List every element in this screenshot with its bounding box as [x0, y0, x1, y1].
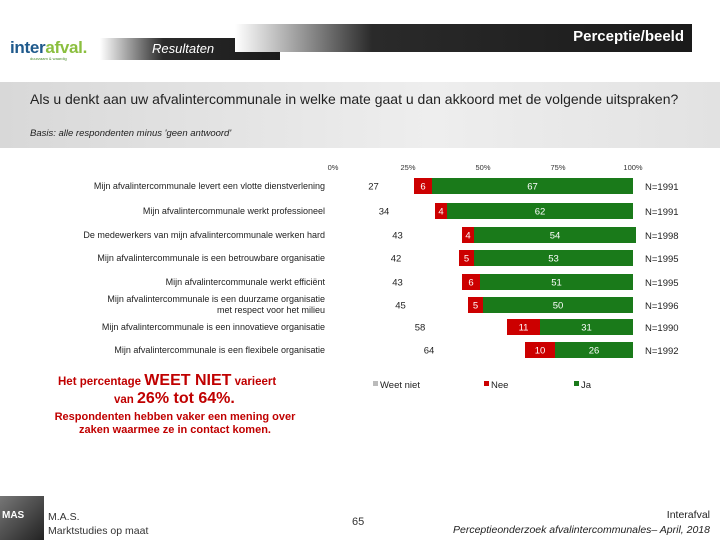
category-label: Mijn afvalintercommunale is een innovati…	[102, 322, 325, 332]
category-label: Mijn afvalintercommunale is een betrouwb…	[97, 253, 325, 263]
bar-weet-niet	[333, 203, 435, 219]
logo-tagline: duurzaam & waardig	[30, 56, 67, 61]
bar-value-label: 5	[464, 254, 469, 265]
bar-value-label: 27	[368, 182, 379, 193]
bar-value-label: 62	[535, 207, 546, 218]
bar-value-label: 42	[391, 254, 402, 265]
logo: interafval.	[10, 38, 88, 57]
category-label: met respect voor het milieu	[217, 305, 325, 315]
question-box	[0, 82, 720, 148]
bar-value-label: 31	[581, 323, 592, 334]
bar-ja	[474, 250, 633, 266]
n-label: N=1991	[645, 207, 679, 218]
bar-nee	[459, 250, 474, 266]
n-label: N=1995	[645, 254, 679, 265]
category-label: Mijn afvalintercommunale is een duurzame…	[107, 294, 325, 304]
bar-value-label: 54	[550, 231, 561, 242]
x-tick-label: 50%	[475, 163, 490, 172]
bar-value-label: 51	[551, 278, 562, 289]
bar-nee	[462, 274, 480, 290]
page-title: Perceptie/beeld	[573, 28, 684, 45]
bar-value-label: 5	[473, 301, 478, 312]
bar-weet-niet	[333, 342, 525, 358]
x-tick-label: 25%	[400, 163, 415, 172]
category-label: Mijn afvalintercommunale werkt efficiënt	[166, 277, 326, 287]
n-label: N=1996	[645, 301, 679, 312]
category-label: Mijn afvalintercommunale is een flexibel…	[114, 345, 325, 355]
bar-nee	[414, 178, 432, 194]
bar-value-label: 53	[548, 254, 559, 265]
category-label: Mijn afvalintercommunale werkt professio…	[143, 206, 325, 216]
bar-value-label: 64	[424, 346, 435, 357]
mas-logo-image: MAS	[0, 496, 44, 540]
note-weet-niet: Het percentage WEET NIET varieert van 26…	[58, 372, 277, 407]
bar-ja	[480, 274, 633, 290]
bar-ja	[540, 319, 633, 335]
bar-value-label: 50	[553, 301, 564, 312]
legend-label: Weet niet	[380, 380, 420, 391]
bar-nee	[525, 342, 555, 358]
page-number: 65	[352, 516, 365, 528]
footer-source: Interafval Perceptieonderzoek afvalinter…	[452, 509, 710, 536]
bar-ja	[474, 227, 636, 243]
bar-weet-niet	[333, 319, 507, 335]
legend-label: Nee	[491, 380, 508, 391]
bar-weet-niet	[333, 178, 414, 194]
bar-weet-niet	[333, 297, 468, 313]
bar-value-label: 4	[438, 207, 443, 218]
n-label: N=1995	[645, 278, 679, 289]
legend-label: Ja	[581, 380, 592, 391]
bar-value-label: 11	[519, 323, 529, 334]
bar-ja	[555, 342, 633, 358]
bar-value-label: 67	[527, 182, 538, 193]
category-label: De medewerkers van mijn afvalintercommun…	[83, 230, 325, 240]
bar-weet-niet	[333, 250, 459, 266]
bar-value-label: 6	[420, 182, 425, 193]
bar-nee	[462, 227, 474, 243]
bar-value-label: 58	[415, 323, 426, 334]
section-label: Resultaten	[152, 41, 215, 56]
bar-value-label: 43	[392, 231, 403, 242]
legend-swatch	[574, 381, 579, 386]
question-text: Als u denkt aan uw afvalintercommunale i…	[30, 91, 679, 107]
bar-value-label: 45	[395, 301, 406, 312]
n-label: N=1990	[645, 323, 679, 334]
title-band	[235, 24, 692, 52]
bar-value-label: 26	[589, 346, 600, 357]
x-tick-label: 100%	[623, 163, 643, 172]
bar-weet-niet	[333, 227, 462, 243]
mas-name: M.A.S. Marktstudies op maat	[48, 511, 149, 537]
bar-nee	[507, 319, 540, 335]
bar-ja	[432, 178, 633, 194]
note-contact: Respondenten hebben vaker een mening ove…	[54, 411, 296, 436]
legend-swatch	[484, 381, 489, 386]
n-label: N=1991	[645, 182, 679, 193]
legend-swatch	[373, 381, 378, 386]
bar-ja	[483, 297, 633, 313]
bar-nee	[435, 203, 447, 219]
n-label: N=1992	[645, 346, 679, 357]
n-label: N=1998	[645, 231, 679, 242]
bar-weet-niet	[333, 274, 462, 290]
bar-ja	[447, 203, 633, 219]
bar-value-label: 4	[465, 231, 470, 242]
bar-nee	[468, 297, 483, 313]
bar-value-label: 6	[468, 278, 473, 289]
bar-value-label: 10	[535, 346, 546, 357]
bar-value-label: 34	[379, 207, 390, 218]
x-tick-label: 75%	[550, 163, 565, 172]
category-label: Mijn afvalintercommunale levert een vlot…	[94, 181, 325, 191]
x-tick-label: 0%	[328, 163, 339, 172]
basis-text: Basis: alle respondenten minus 'geen ant…	[30, 128, 232, 139]
bar-value-label: 43	[392, 278, 403, 289]
